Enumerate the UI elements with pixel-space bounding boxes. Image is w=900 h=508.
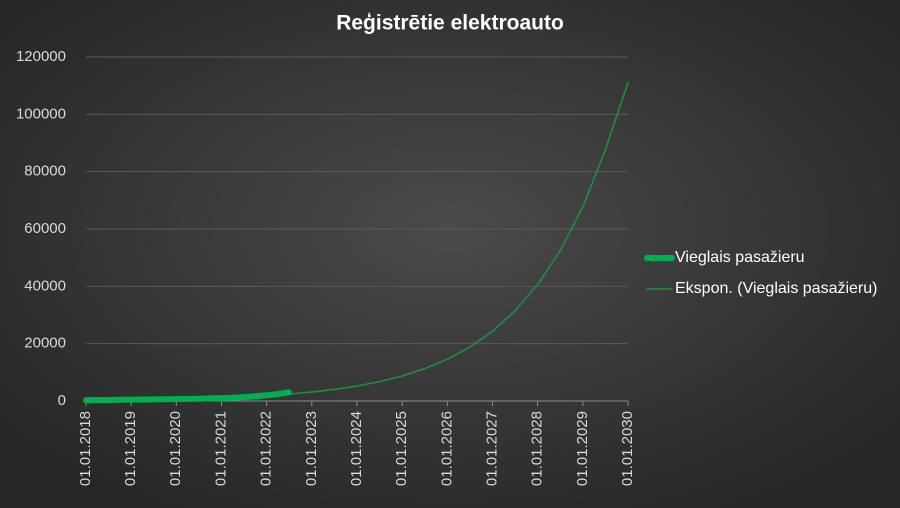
- x-tick-label: 01.01.2021: [212, 411, 229, 486]
- y-tick-label: 40000: [24, 277, 66, 294]
- series-line: [83, 389, 293, 404]
- x-tick-label: 01.01.2023: [303, 411, 320, 486]
- y-tick-label: 80000: [24, 163, 66, 180]
- x-tick-label: 01.01.2018: [77, 411, 94, 486]
- x-tick-label: 01.01.2028: [529, 411, 546, 486]
- legend-label: Vieglais pasažieru: [675, 249, 805, 266]
- x-tick-label: 01.01.2025: [393, 411, 410, 486]
- chart-title: Reģistrētie elektroauto: [336, 12, 564, 35]
- x-tick-label: 01.01.2030: [619, 411, 636, 486]
- y-tick-label: 20000: [24, 335, 66, 352]
- x-tick-label: 01.01.2027: [483, 411, 500, 486]
- y-tick-label: 60000: [24, 220, 66, 237]
- x-tick-label: 01.01.2019: [122, 411, 139, 486]
- x-tick-label: 01.01.2029: [574, 411, 591, 486]
- x-tick-label: 01.01.2026: [438, 411, 455, 486]
- legend-label: Ekspon. (Vieglais pasažieru): [675, 280, 877, 297]
- x-tick-label: 01.01.2024: [348, 411, 365, 486]
- x-tick-label: 01.01.2022: [258, 411, 275, 486]
- y-tick-label: 120000: [16, 48, 66, 65]
- x-tick-label: 01.01.2020: [167, 411, 184, 486]
- y-tick-label: 0: [58, 392, 66, 409]
- y-tick-label: 100000: [16, 105, 66, 122]
